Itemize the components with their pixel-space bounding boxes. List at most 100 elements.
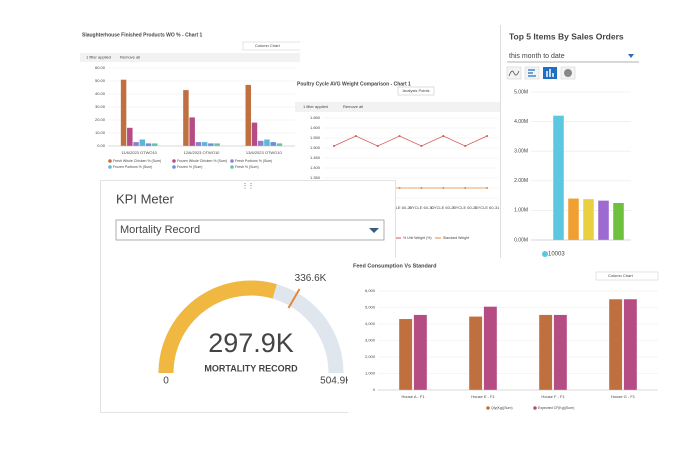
bar	[183, 90, 189, 146]
line	[333, 135, 488, 147]
feed-chart: Feed Consumption Vs Standard Column Char…	[353, 263, 659, 410]
x-tick-label: 11/6/2023 OTWO10	[121, 150, 157, 155]
bar	[133, 142, 139, 146]
x-tick-label: 13/6/2023 OTWO10	[246, 150, 283, 155]
icon	[528, 69, 536, 77]
filter-action[interactable]: Remove all	[343, 104, 363, 109]
legend-swatch	[230, 165, 234, 169]
bar	[127, 127, 133, 146]
bar	[613, 203, 624, 240]
y-tick-label: 1.350	[310, 175, 321, 180]
bar	[201, 142, 208, 146]
dropdown[interactable]	[115, 219, 385, 241]
legend-swatch	[542, 251, 548, 257]
bar	[208, 143, 214, 146]
target-label: 336.6K	[295, 273, 327, 284]
bar	[539, 314, 553, 390]
bar	[145, 143, 152, 146]
y-tick-label: 4.00M	[514, 119, 528, 125]
point	[332, 145, 335, 147]
bar	[583, 199, 594, 240]
title: Top 5 Items By Sales Orders	[509, 31, 624, 41]
legend-swatch	[108, 165, 112, 169]
legend-swatch	[533, 406, 537, 410]
icon	[508, 70, 520, 77]
x-tick-label: CYCLE 60-25	[453, 205, 478, 210]
bar	[214, 143, 220, 146]
bar	[139, 139, 146, 146]
bar	[413, 314, 427, 390]
x-tick-label: House G - F1	[611, 394, 636, 399]
bar	[553, 314, 567, 390]
y-tick-label: 10.00	[95, 130, 106, 135]
legend-swatch	[486, 406, 490, 410]
gauge-target	[287, 288, 301, 309]
y-tick-label: 0.00	[97, 143, 106, 148]
bar	[251, 122, 258, 146]
x-tick-label: House A - F1	[401, 394, 425, 399]
point	[354, 135, 357, 137]
x-tick-label: 12/6/2023 OTWO10	[184, 150, 221, 155]
legend-swatch	[108, 159, 112, 163]
gauge-label: MORTALITY RECORD	[204, 363, 298, 373]
legend-label: Fresh Whole Chicken % (Sum)	[113, 159, 161, 163]
filter-action[interactable]: Remove all	[120, 55, 140, 60]
dropdown[interactable]	[242, 41, 300, 51]
y-tick-label: 3,000	[365, 338, 376, 343]
bar	[270, 142, 276, 146]
y-tick-label: 1.500	[310, 145, 321, 150]
bar	[598, 200, 609, 240]
dropdown-text[interactable]: this month to date	[509, 53, 565, 60]
bar	[245, 84, 251, 146]
drag-handle[interactable]: ⋮⋮	[242, 184, 254, 190]
button-text: Analysis Points	[402, 88, 429, 93]
dropdown-text: Column Chart	[255, 43, 281, 48]
y-tick-label: 6,000	[365, 288, 376, 293]
point	[442, 187, 445, 189]
point	[464, 187, 467, 189]
legend-swatch	[230, 159, 234, 163]
bar	[276, 143, 283, 146]
dropdown[interactable]	[595, 271, 659, 281]
bar	[568, 198, 579, 240]
top5-panel: Top 5 Items By Sales Orders this month t…	[500, 25, 651, 265]
y-tick-label: 2,000	[365, 354, 376, 359]
y-tick-label: 2.00M	[514, 178, 528, 184]
max-label: 504.9K	[320, 376, 352, 387]
y-tick-label: 1.400	[310, 165, 321, 170]
button[interactable]	[397, 86, 435, 96]
legend-label: Expected CF(Kg)(Sum)	[538, 406, 574, 410]
bar	[623, 299, 637, 390]
gauge-value	[158, 280, 277, 374]
title: Slaughterhouse Finished Products WO % - …	[82, 32, 203, 38]
title: Feed Consumption Vs Standard	[353, 263, 436, 269]
legend-label: Standard Weight	[443, 236, 469, 240]
dropdown-text: Column Chart	[608, 273, 634, 278]
legend-swatch	[172, 159, 176, 163]
feed-panel: Feed Consumption Vs Standard Column Char…	[348, 258, 665, 420]
kpi-meter: ⋮⋮ KPI Meter Mortality Record 336.6K 0 504…	[115, 184, 385, 387]
x-tick-label: House E - F1	[471, 394, 495, 399]
y-tick-label: 1.600	[310, 125, 321, 130]
icon	[564, 69, 572, 77]
min-label: 0	[163, 376, 169, 387]
legend-label: Qty(Kg)(Sum)	[491, 406, 513, 410]
y-tick-label: 50.00	[95, 78, 106, 83]
bar	[257, 140, 264, 146]
y-tick-label: 1.450	[310, 155, 321, 160]
x-tick-label: House F - F1	[541, 394, 565, 399]
icon	[546, 69, 554, 77]
point	[420, 187, 423, 189]
legend-label: Frozen Portions % (Sum)	[113, 165, 152, 169]
y-tick-label: 3.00M	[514, 149, 528, 155]
y-tick-label: 0	[373, 387, 376, 392]
y-tick-label: 5,000	[365, 305, 376, 310]
dropdown-text: Mortality Record	[120, 224, 200, 236]
value-label: 297.9K	[208, 328, 294, 358]
point	[486, 187, 489, 189]
point	[486, 135, 489, 137]
legend-label: Frozen % (Sum)	[177, 165, 202, 169]
y-tick-label: 1.650	[310, 115, 321, 120]
point	[398, 187, 401, 189]
filter-bar	[295, 102, 500, 112]
